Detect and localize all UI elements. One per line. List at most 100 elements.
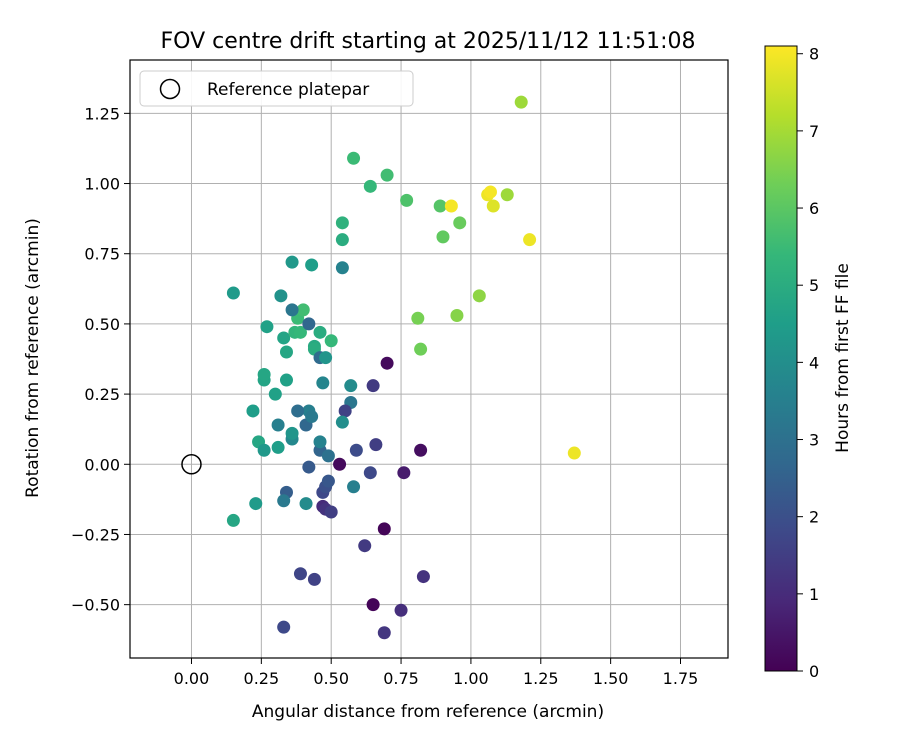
- data-point: [433, 199, 447, 213]
- colorbar-tick-label: 1: [809, 585, 819, 604]
- data-point: [305, 258, 319, 272]
- colorbar-label: Hours from first FF file: [833, 263, 853, 453]
- colorbar-tick-label: 4: [809, 353, 819, 372]
- y-tick-label: 1.25: [84, 104, 120, 123]
- plot-area: 0.00 0.25 0.50 0.75 1.00 1.25 1.50 1.75 −0.50 −0.…: [71, 59, 729, 688]
- data-point: [313, 325, 327, 339]
- data-point: [400, 193, 414, 207]
- data-point: [514, 95, 528, 109]
- data-point: [296, 303, 310, 317]
- data-point: [285, 255, 299, 269]
- data-point: [338, 404, 352, 418]
- data-point: [307, 572, 321, 586]
- data-point: [472, 289, 486, 303]
- data-point: [305, 410, 319, 424]
- y-tick-label: −0.50: [71, 596, 120, 615]
- data-point: [349, 443, 363, 457]
- legend: Reference platepar: [139, 70, 414, 107]
- x-tick-label: 1.25: [523, 669, 559, 688]
- data-point: [416, 570, 430, 584]
- data-point: [335, 415, 349, 429]
- data-point: [444, 199, 458, 213]
- data-point: [324, 505, 338, 519]
- data-point: [363, 179, 377, 193]
- data-point: [335, 261, 349, 275]
- x-tick-label: 1.50: [593, 669, 629, 688]
- chart-title: FOV centre drift starting at 2025/11/12 …: [161, 29, 696, 54]
- data-point: [260, 320, 274, 334]
- data-point: [226, 286, 240, 300]
- data-point: [293, 325, 307, 339]
- data-point: [486, 199, 500, 213]
- data-point: [313, 435, 327, 449]
- colorbar-tick-label: 3: [809, 431, 819, 450]
- data-point: [523, 233, 537, 247]
- data-point: [257, 367, 271, 381]
- y-axis-label: Rotation from reference (arcmin): [23, 218, 43, 498]
- data-point: [302, 460, 316, 474]
- data-point: [377, 522, 391, 536]
- plot-frame: [129, 59, 729, 659]
- data-point: [285, 426, 299, 440]
- data-point: [363, 466, 377, 480]
- data-point: [257, 443, 271, 457]
- data-point: [369, 438, 383, 452]
- y-tick-label: 1.00: [84, 175, 120, 194]
- legend-marker: [159, 78, 181, 100]
- data-point: [347, 151, 361, 165]
- y-tick-label: 0.50: [84, 315, 120, 334]
- data-point: [347, 480, 361, 494]
- data-point: [321, 449, 335, 463]
- x-tick-label: 1.00: [453, 669, 489, 688]
- colorbar-tick-label: 0: [809, 662, 819, 681]
- colorbar-tick-label: 5: [809, 276, 819, 295]
- data-point: [277, 494, 291, 508]
- data-point: [319, 351, 333, 365]
- data-point: [321, 474, 335, 488]
- colorbar-tick-label: 7: [809, 122, 819, 141]
- x-tick-label: 0.50: [313, 669, 349, 688]
- data-point: [226, 513, 240, 527]
- y-tick-label: 0.00: [84, 455, 120, 474]
- data-point: [436, 230, 450, 244]
- grid: [130, 60, 728, 658]
- reference-point: [181, 454, 202, 475]
- data-point: [302, 317, 316, 331]
- data-point: [279, 373, 293, 387]
- data-point: [567, 446, 581, 460]
- data-point: [279, 345, 293, 359]
- data-point: [380, 356, 394, 370]
- data-point: [483, 185, 497, 199]
- data-point: [344, 379, 358, 393]
- data-point: [450, 308, 464, 322]
- data-point: [285, 303, 299, 317]
- data-point: [335, 233, 349, 247]
- data-point: [299, 497, 313, 511]
- data-point: [316, 376, 330, 390]
- data-point: [277, 620, 291, 634]
- data-point: [377, 626, 391, 640]
- data-point: [324, 334, 338, 348]
- y-tick-label: 0.75: [84, 245, 120, 264]
- colorbar-gradient: [764, 45, 798, 672]
- colorbar: 0 1 2 3 4 5 6 7 8: [764, 45, 819, 681]
- data-point: [271, 418, 285, 432]
- colorbar-tick-label: 8: [809, 45, 819, 64]
- scatter-points: [226, 95, 581, 640]
- data-point: [271, 440, 285, 454]
- data-point: [333, 457, 347, 471]
- data-point: [249, 497, 263, 511]
- colorbar-tick-label: 2: [809, 508, 819, 527]
- legend-label: Reference platepar: [207, 80, 369, 100]
- data-point: [246, 404, 260, 418]
- x-tick-label: 1.75: [663, 669, 699, 688]
- y-tick-label: 0.25: [84, 385, 120, 404]
- x-tick-label: 0.25: [244, 669, 280, 688]
- data-point: [380, 168, 394, 182]
- data-point: [291, 404, 305, 418]
- data-point: [411, 311, 425, 325]
- data-point: [500, 188, 514, 202]
- colorbar-tick-label: 6: [809, 199, 819, 218]
- x-tick-label: 0.00: [174, 669, 210, 688]
